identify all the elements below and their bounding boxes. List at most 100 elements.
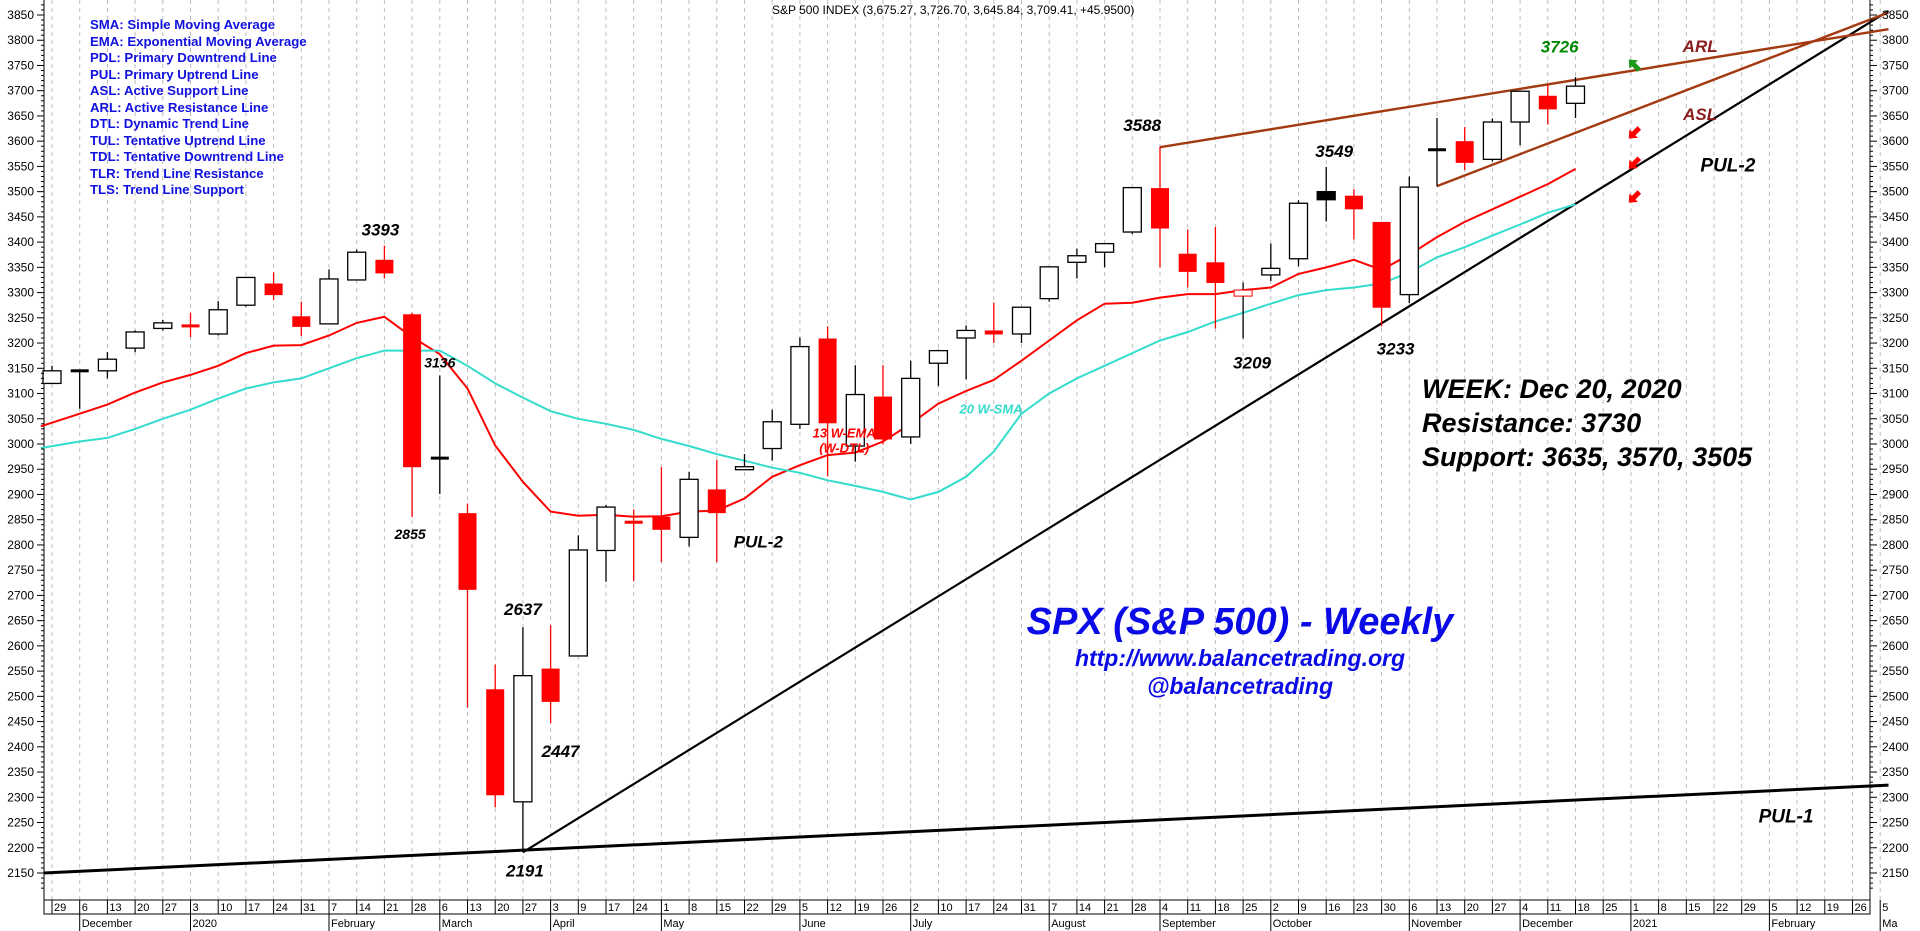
x-week-label: 13 xyxy=(109,902,121,914)
y-tick-label: 3400 xyxy=(7,235,34,249)
candle-body xyxy=(1428,148,1446,152)
x-week-label: 17 xyxy=(608,902,620,914)
trend-line-pul-2 xyxy=(522,10,1890,854)
y-tick-label: 3650 xyxy=(7,109,34,123)
y-tick-label: 2650 xyxy=(1882,614,1909,628)
y-tick-label: 2200 xyxy=(1882,841,1909,855)
candle-body xyxy=(624,520,643,524)
candle-body xyxy=(1122,186,1142,233)
y-axis: 2150 2150 2200 2200 2250 2250 2300 2300 2350 2350… xyxy=(7,4,1909,889)
candle-body xyxy=(1011,306,1032,335)
candle-body xyxy=(1565,85,1586,104)
annotations: 3393 3136 2855 2637 2447 2191 3588 3549 3209 3233… xyxy=(361,37,1813,880)
x-week-label: 23 xyxy=(1356,902,1368,914)
y-tick-label: 3600 xyxy=(1882,134,1909,148)
y-tick-label: 3100 xyxy=(1882,387,1909,401)
x-week-label: 5 xyxy=(1882,902,1888,914)
x-month-label: April xyxy=(553,918,575,930)
arrow-shape xyxy=(1628,59,1642,72)
chart-title: SPX (S&P 500) - Weekly xyxy=(1026,601,1454,643)
trend-lines xyxy=(43,10,1890,875)
annotation-label: (W-DTL) xyxy=(819,441,869,456)
x-week-label: 24 xyxy=(276,902,288,914)
x-month-label: 2021 xyxy=(1633,918,1657,930)
candle-body xyxy=(1261,267,1281,276)
legend-item: PDL: Primary Downtrend Line xyxy=(90,50,277,65)
y-tick-label: 3550 xyxy=(7,159,34,173)
website-link[interactable]: http://www.balancetrading.org xyxy=(1074,645,1406,671)
legend-item: TDL: Tentative Downtrend Line xyxy=(90,149,284,164)
annotation-label: ASL xyxy=(1682,105,1717,124)
candle-body xyxy=(1039,266,1059,300)
y-tick-label: 2850 xyxy=(7,513,34,527)
arrow-up-left-icon xyxy=(1628,190,1642,203)
candle-body xyxy=(513,675,533,803)
x-week-label: 10 xyxy=(940,902,952,914)
social-handle: @balancetrading xyxy=(1146,673,1334,699)
trend-line-pul-1 xyxy=(43,783,1889,875)
y-tick-label: 3200 xyxy=(7,336,34,350)
x-week-label: 24 xyxy=(996,902,1008,914)
y-tick-label: 3550 xyxy=(1882,159,1909,173)
x-week-label: 3 xyxy=(553,902,559,914)
x-week-label: 8 xyxy=(691,902,697,914)
annotation-label: 3136 xyxy=(424,354,455,370)
x-week-label: 28 xyxy=(1134,902,1146,914)
y-tick-label: 2950 xyxy=(7,462,34,476)
y-tick-label: 2600 xyxy=(1882,639,1909,653)
y-tick-label: 2750 xyxy=(1882,563,1909,577)
y-tick-label: 3500 xyxy=(7,185,34,199)
candle-body xyxy=(292,316,311,327)
x-week-label: 18 xyxy=(1217,902,1229,914)
candle-body xyxy=(319,278,339,325)
x-month-label: June xyxy=(802,918,826,930)
x-week-label: 27 xyxy=(525,902,537,914)
candle-body xyxy=(1344,195,1363,210)
candle-body xyxy=(1455,141,1474,163)
y-tick-label: 3650 xyxy=(1882,109,1909,123)
x-week-label: 24 xyxy=(636,902,648,914)
y-tick-label: 3800 xyxy=(1882,33,1909,47)
x-week-label: 6 xyxy=(1411,902,1417,914)
x-week-label: 21 xyxy=(1107,902,1119,914)
x-month-label: September xyxy=(1162,918,1216,930)
x-week-label: 14 xyxy=(359,902,371,914)
y-tick-label: 3250 xyxy=(1882,311,1909,325)
candle-body xyxy=(1316,190,1336,201)
legend-item: TLS: Trend Line Support xyxy=(90,182,244,197)
y-tick-label: 2400 xyxy=(7,740,34,754)
annotation-label: 3393 xyxy=(361,221,399,240)
x-month-label: February xyxy=(331,918,376,930)
candle-body xyxy=(208,309,228,335)
x-week-label: 4 xyxy=(1522,902,1528,914)
x-week-label: 28 xyxy=(414,902,426,914)
week-label: WEEK: Dec 20, 2020 xyxy=(1422,374,1682,404)
x-week-label: 12 xyxy=(830,902,842,914)
candle-body xyxy=(1094,242,1115,253)
candle-body xyxy=(1288,202,1309,260)
y-tick-label: 2150 xyxy=(1882,866,1909,880)
candle-body xyxy=(264,283,283,296)
x-week-label: 31 xyxy=(303,902,315,914)
annotation-label: ARL xyxy=(1682,37,1718,56)
legend-item: TLR: Trend Line Resistance xyxy=(90,165,264,181)
arrow-shape xyxy=(1628,126,1642,139)
trend-line-asl xyxy=(1436,11,1889,188)
x-week-label: 15 xyxy=(1688,902,1700,914)
y-tick-label: 3200 xyxy=(1882,336,1909,350)
x-week-label: 22 xyxy=(1716,902,1728,914)
x-week-label: 18 xyxy=(1578,902,1590,914)
x-month-label: October xyxy=(1273,918,1312,930)
moving-average-line xyxy=(40,168,1576,518)
x-month-label: February xyxy=(1771,918,1816,930)
candle-body xyxy=(1510,90,1530,123)
y-tick-label: 3800 xyxy=(7,33,34,47)
annotation-label: 2855 xyxy=(394,526,426,542)
y-tick-label: 2850 xyxy=(1882,513,1909,527)
arrow-shape xyxy=(1628,190,1642,203)
y-tick-label: 3300 xyxy=(1882,286,1909,300)
x-week-label: 17 xyxy=(968,902,980,914)
x-month-label: July xyxy=(913,918,933,930)
x-month-label: March xyxy=(442,918,473,930)
